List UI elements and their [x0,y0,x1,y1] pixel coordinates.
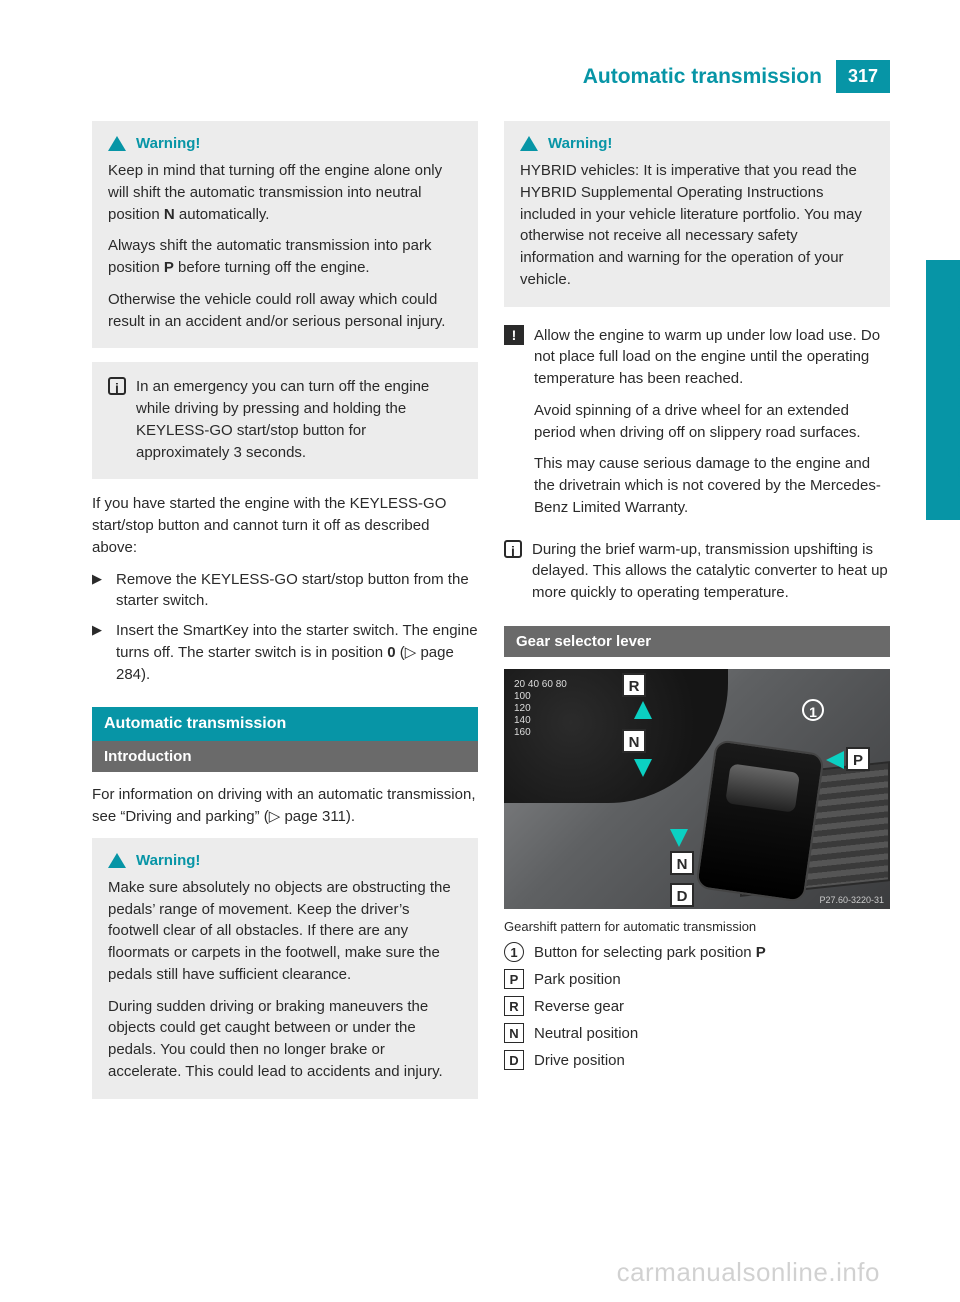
text-span: before turning off the engine. [174,259,370,276]
legend-marker-1: 1 [504,942,524,962]
side-section-label: Controls in detail [954,300,960,480]
info-text: In an emergency you can turn off the eng… [136,376,462,463]
legend-row: R Reverse gear [504,996,890,1017]
legend-marker-n: N [504,1023,524,1043]
text-span: Keep in mind that turning off the engine… [108,162,442,223]
caution-para: Avoid spinning of a drive wheel for an e… [534,400,890,444]
body-paragraph: If you have started the engine with the … [92,493,478,558]
bold-letter: P [164,259,174,276]
step-row: ▶ Insert the SmartKey into the starter s… [92,620,478,685]
text-span: Button for selecting park position [534,944,756,961]
info-text: During the brief warm-up, transmission u… [532,539,890,604]
legend-text: Button for selecting park position P [534,942,766,963]
header-title: Automatic transmission [583,65,822,89]
warning-triangle-icon [520,136,538,151]
gear-label-p: P [846,747,870,771]
bold-letter: 0 [387,644,395,661]
warning-label: Warning! [136,852,200,869]
caution-text: Allow the engine to warm up under low lo… [534,325,890,529]
gear-label-r: R [622,673,646,697]
warning-para: Keep in mind that turning off the engine… [108,160,462,225]
legend-row: D Drive position [504,1050,890,1071]
legend-text: Drive position [534,1050,625,1071]
page-number: 317 [836,60,890,93]
warning-para: HYBRID vehicles: It is imperative that y… [520,160,874,291]
legend-text: Reverse gear [534,996,624,1017]
bold-letter: N [164,206,175,223]
warning-label: Warning! [136,135,200,152]
info-row: i In an emergency you can turn off the e… [108,376,462,463]
text-span: automatically. [175,206,270,223]
warning-heading: Warning! [108,135,462,152]
warning-para: Always shift the automatic transmission … [108,235,462,279]
warning-triangle-icon [108,853,126,868]
image-caption: Gearshift pattern for automatic transmis… [504,919,890,934]
legend-marker-d: D [504,1050,524,1070]
warning-para: Make sure absolutely no objects are obst… [108,877,462,986]
content-columns: Warning! Keep in mind that turning off t… [92,121,890,1099]
section-heading-automatic-transmission: Automatic transmission [92,707,478,741]
subsection-heading-introduction: Introduction [92,741,478,772]
caution-para: Allow the engine to warm up under low lo… [534,325,890,390]
step-text: Insert the SmartKey into the starter swi… [116,620,478,685]
warning-box-pedals: Warning! Make sure absolutely no objects… [92,838,478,1099]
info-icon: i [108,377,126,395]
arrow-down-icon [634,759,652,777]
legend-row: P Park position [504,969,890,990]
gear-label-n-upper: N [622,729,646,753]
subsection-heading-gear-selector: Gear selector lever [504,626,890,657]
arrow-left-icon [826,751,844,769]
info-box-emergency: i In an emergency you can turn off the e… [92,362,478,479]
gear-lever-graphic [695,739,825,903]
legend-marker-p: P [504,969,524,989]
caution-box: ! Allow the engine to warm up under low … [504,325,890,529]
left-column: Warning! Keep in mind that turning off t… [92,121,478,1099]
warning-para: Otherwise the vehicle could roll away wh… [108,289,462,333]
info-icon: i [504,540,522,558]
page: Automatic transmission 317 Warning! Keep… [0,0,960,1302]
gear-selector-image: 20 40 60 80 100 120 140 160 R N P N D 1 … [504,669,890,909]
legend-marker-r: R [504,996,524,1016]
legend-row: N Neutral position [504,1023,890,1044]
arrow-up-icon [634,701,652,719]
legend-text: Park position [534,969,621,990]
caution-icon: ! [504,325,524,345]
step-marker-icon: ▶ [92,569,116,613]
step-marker-icon: ▶ [92,620,116,685]
watermark: carmanualsonline.info [617,1257,880,1288]
caution-para: This may cause serious damage to the eng… [534,453,890,518]
warning-box-hybrid: Warning! HYBRID vehicles: It is imperati… [504,121,890,307]
legend-text: Neutral position [534,1023,638,1044]
warning-para: During sudden driving or braking maneuve… [108,996,462,1083]
warning-heading: Warning! [108,852,462,869]
arrow-down-icon [670,829,688,847]
warning-box-engine-off: Warning! Keep in mind that turning off t… [92,121,478,348]
page-header: Automatic transmission 317 [92,60,890,93]
gear-label-n: N [670,851,694,875]
tachometer-numbers: 20 40 60 80 100 120 140 160 [514,679,567,739]
warning-label: Warning! [548,135,612,152]
info-row-warmup: i During the brief warm-up, transmission… [504,539,890,604]
warning-heading: Warning! [520,135,874,152]
step-row: ▶ Remove the KEYLESS-GO start/stop butto… [92,569,478,613]
bold-letter: P [756,944,766,961]
gear-label-d: D [670,883,694,907]
step-text: Remove the KEYLESS-GO start/stop button … [116,569,478,613]
body-paragraph: For information on driving with an autom… [92,784,478,828]
callout-1: 1 [802,699,824,721]
image-code: P27.60-3220-31 [819,895,884,905]
right-column: Warning! HYBRID vehicles: It is imperati… [504,121,890,1099]
warning-triangle-icon [108,136,126,151]
legend-row: 1 Button for selecting park position P [504,942,890,963]
